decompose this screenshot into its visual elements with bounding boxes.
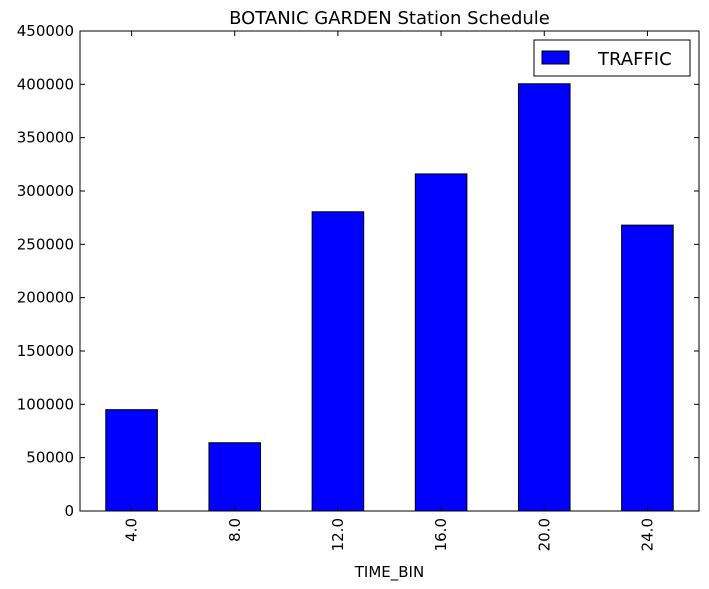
y-tick-label: 200000 (17, 289, 74, 307)
x-axis-title: TIME_BIN (354, 563, 424, 582)
y-tick-label: 450000 (17, 22, 74, 40)
y-tick-label: 50000 (26, 449, 74, 467)
legend: TRAFFIC (533, 39, 691, 77)
y-tick-label: 0 (64, 502, 74, 520)
x-tick-label: 4.0 (123, 518, 141, 542)
bar-24.0 (621, 224, 674, 512)
x-tick-label: 8.0 (226, 518, 244, 542)
y-tick-label: 400000 (17, 75, 74, 93)
x-tick-label: 12.0 (329, 518, 347, 551)
bar-8.0 (208, 442, 262, 512)
bar-12.0 (311, 211, 365, 512)
legend-label: TRAFFIC (597, 49, 672, 70)
bar-4.0 (105, 409, 158, 512)
x-axis: 4.0 8.0 12.0 16.0 20.0 24.0 (123, 31, 656, 551)
y-axis: 0 50000 100000 150000 200000 250000 300000 3500… (17, 22, 699, 520)
bar-16.0 (414, 173, 468, 512)
x-tick-label: 20.0 (535, 518, 553, 551)
y-tick-label: 350000 (17, 129, 74, 147)
bars-group (105, 83, 674, 512)
y-tick-label: 300000 (17, 182, 74, 200)
y-tick-label: 250000 (17, 235, 74, 253)
y-tick-label: 150000 (17, 342, 74, 360)
plot-frame (79, 30, 700, 512)
y-tick-label: 100000 (17, 395, 74, 413)
legend-swatch (541, 50, 570, 65)
x-tick-label: 24.0 (638, 518, 656, 551)
chart-title: BOTANIC GARDEN Station Schedule (229, 8, 550, 29)
bar-20.0 (517, 83, 571, 512)
x-tick-label: 16.0 (432, 518, 450, 551)
